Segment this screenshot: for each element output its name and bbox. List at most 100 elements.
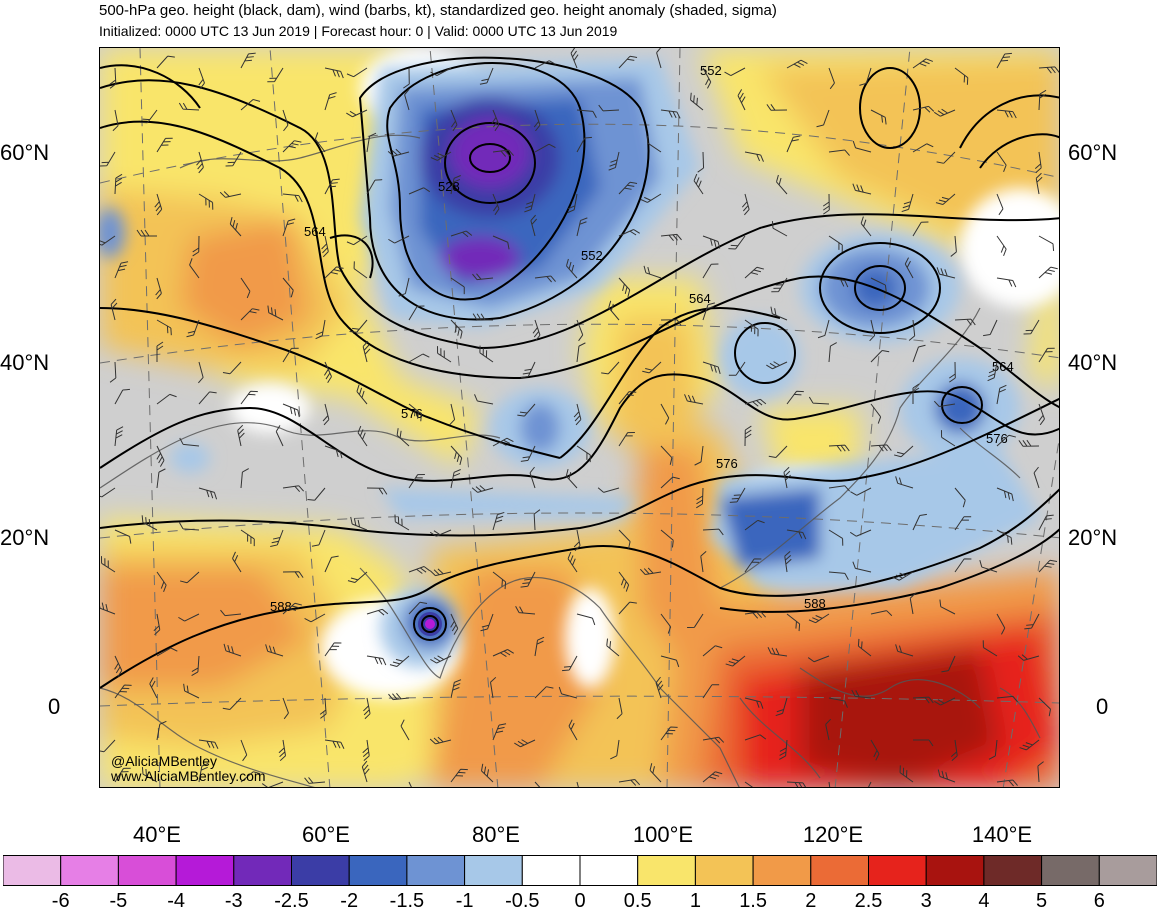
wind-barb: [114, 426, 124, 447]
wind-barb: [608, 300, 620, 321]
wind-barb: [950, 235, 957, 257]
wind-barb: [996, 613, 1006, 635]
wind-barb: [936, 267, 956, 279]
lon-label: 100°E: [632, 822, 694, 847]
wind-barb: [870, 277, 887, 293]
wind-barb: [220, 609, 242, 617]
contour-label: 564: [304, 224, 326, 239]
credit-handle: @AliciaMBentley: [111, 753, 218, 769]
wind-barb: [697, 151, 705, 173]
wind-barb: [576, 781, 582, 787]
wind-barb: [568, 719, 578, 741]
wind-barb: [766, 103, 788, 111]
wind-barb: [491, 109, 500, 132]
colorbar-tick-label: -5: [109, 890, 128, 912]
wind-barb: [786, 529, 807, 540]
wind-barb: [154, 193, 163, 216]
wind-barb: [776, 174, 788, 195]
wind-barb: [808, 396, 830, 405]
lon-label: 40°E: [133, 822, 181, 847]
wind-barb: [408, 473, 425, 489]
wind-barb: [912, 221, 929, 237]
wind-barb: [660, 233, 682, 242]
wind-barb: [576, 109, 597, 118]
wind-barb: [660, 476, 680, 489]
wind-barb: [186, 319, 200, 338]
wind-barb: [1038, 347, 1055, 363]
wind-barb: [608, 151, 620, 171]
wind-barb: [408, 305, 425, 321]
colorbar-tick-label: 4: [978, 890, 990, 912]
colorbar-tick-label: -1: [455, 890, 474, 912]
wind-barb: [232, 551, 242, 573]
wind-barb: [490, 676, 497, 699]
wind-barb: [996, 193, 1004, 216]
wind-barb: [304, 613, 326, 623]
wind-barb: [979, 559, 998, 573]
wind-barb: [744, 319, 759, 337]
wind-barb: [492, 193, 500, 216]
wind-barb: [1038, 89, 1047, 111]
wind-barb: [156, 55, 175, 69]
wind-barb: [240, 99, 261, 111]
wind-barb: [270, 529, 284, 548]
wind-barb: [408, 781, 417, 787]
wind-barb: [430, 655, 452, 664]
contour-label: 576: [401, 406, 423, 421]
wind-barb: [449, 403, 456, 426]
wind-barb: [156, 393, 177, 405]
wind-barb: [353, 261, 368, 279]
wind-barb: [349, 319, 368, 333]
wind-barb: [775, 697, 788, 717]
tropical-cyclone-center: [425, 619, 435, 629]
wind-barb: [282, 571, 304, 579]
wind-barb: [323, 361, 332, 383]
wind-barb: [198, 487, 218, 500]
colorbar-box: [637, 855, 696, 886]
wind-barb: [429, 568, 452, 577]
wind-barb: [324, 266, 344, 279]
lon-label: 80°E: [472, 822, 520, 847]
wind-barb: [479, 67, 494, 85]
wind-barb: [996, 695, 1018, 703]
wind-barb: [660, 109, 681, 119]
wind-barb: [1038, 235, 1055, 251]
wind-barb: [319, 697, 327, 719]
colorbar-tick-label: -4: [167, 890, 185, 912]
wind-barb: [786, 613, 801, 632]
wind-barb: [362, 739, 370, 762]
wind-barb: [893, 445, 914, 458]
colorbar-box: [868, 855, 927, 886]
wind-barb: [690, 92, 704, 111]
lat-label-left: 40°N: [0, 350, 50, 375]
contour-label: 564: [689, 291, 711, 306]
wind-barb: [492, 571, 507, 590]
wind-barb: [198, 361, 204, 384]
wind-barb: [912, 696, 934, 704]
wind-barb: [852, 140, 872, 153]
wind-barb: [324, 642, 342, 657]
map-svg: 552 528 564 552 564 576 564 576 576 588 …: [100, 48, 1059, 787]
wind-barb: [240, 529, 255, 547]
wind-barb: [996, 235, 1007, 257]
wind-barb: [909, 592, 916, 615]
wind-barb: [114, 684, 132, 699]
wind-barb: [282, 109, 289, 132]
wind-barb: [267, 67, 284, 83]
wind-barb: [480, 763, 494, 783]
wind-barb: [601, 361, 620, 375]
wind-barb: [100, 556, 116, 573]
wind-barb: [817, 319, 830, 339]
wind-barb: [744, 611, 767, 619]
wind-barb: [660, 613, 672, 634]
wind-barb: [474, 394, 494, 405]
wind-barb: [521, 361, 536, 379]
wind-barb: [702, 67, 712, 89]
colorbar: [3, 855, 1157, 886]
wind-barb: [737, 89, 746, 111]
wind-barb: [744, 734, 767, 741]
wind-barb: [430, 67, 452, 76]
wind-barb: [616, 697, 623, 720]
wind-barb: [155, 277, 162, 300]
wind-barb: [324, 555, 339, 573]
